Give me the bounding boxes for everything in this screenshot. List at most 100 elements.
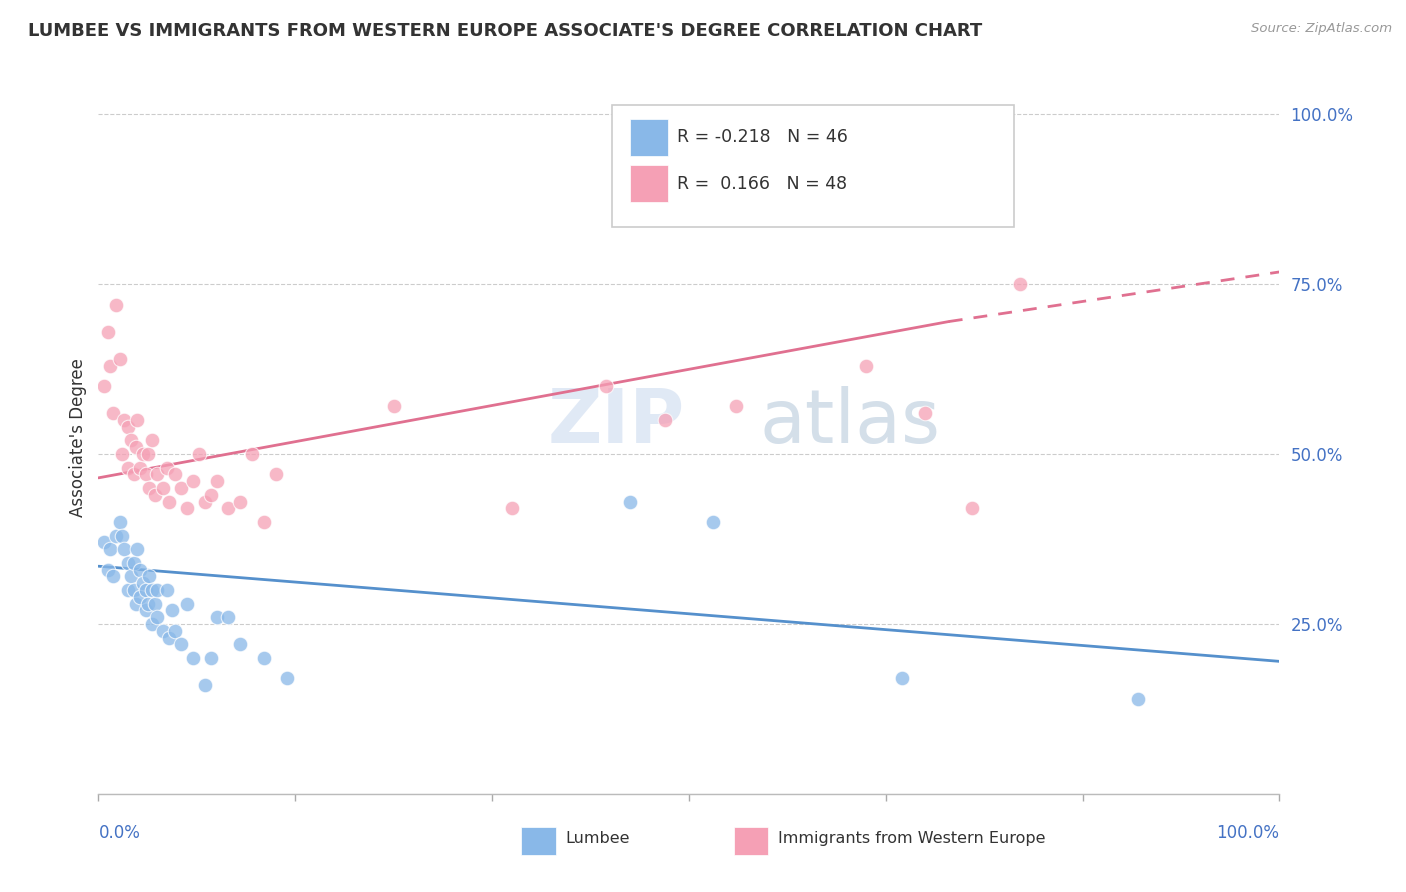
Point [200,488,222,502]
Point [229,494,252,508]
Point [112,413,135,427]
Point [101,406,124,420]
Point [141,617,163,632]
Point [156,460,179,475]
Point [101,569,124,583]
Point [194,494,217,508]
Point [890,671,912,685]
Point [141,582,163,597]
Point [194,678,217,692]
Point [121,569,143,583]
Text: Source: ZipAtlas.com: Source: ZipAtlas.com [1251,22,1392,36]
Point [117,420,139,434]
Point [229,637,252,651]
FancyBboxPatch shape [630,165,668,202]
FancyBboxPatch shape [522,827,555,855]
Point [143,488,166,502]
Text: LUMBEE VS IMMIGRANTS FROM WESTERN EUROPE ASSOCIATE'S DEGREE CORRELATION CHART: LUMBEE VS IMMIGRANTS FROM WESTERN EUROPE… [28,22,983,40]
FancyBboxPatch shape [612,105,1014,227]
Point [135,603,157,617]
Point [127,413,149,427]
Point [128,460,150,475]
Point [176,501,198,516]
Point [108,351,131,366]
Point [152,624,174,638]
Point [146,467,169,482]
Point [702,515,724,529]
Point [136,597,159,611]
Point [108,515,131,529]
Point [141,434,163,448]
Point [132,576,155,591]
Point [181,475,204,489]
Text: 0.0%: 0.0% [98,824,141,842]
Point [962,501,984,516]
Point [619,494,641,508]
Point [725,400,748,414]
Point [501,501,523,516]
Point [170,481,193,495]
Point [157,494,180,508]
Point [117,460,139,475]
Text: ZIP: ZIP [547,386,685,459]
Point [217,501,239,516]
Text: atlas: atlas [759,386,941,459]
Point [253,515,276,529]
Point [98,359,121,373]
Point [914,406,936,420]
Point [105,528,128,542]
Point [105,297,128,311]
Point [128,590,150,604]
Point [122,582,145,597]
Point [187,447,209,461]
Point [122,467,145,482]
Point [938,141,960,155]
Point [253,651,276,665]
Point [128,563,150,577]
Point [138,481,160,495]
Point [595,379,617,393]
Text: R =  0.166   N = 48: R = 0.166 N = 48 [678,175,848,193]
Point [125,440,148,454]
Point [93,535,115,549]
Point [1008,277,1031,292]
Point [97,563,120,577]
Point [127,542,149,557]
Point [1126,691,1149,706]
Point [156,582,179,597]
Point [111,447,134,461]
Point [136,447,159,461]
Point [117,582,139,597]
Point [205,610,228,624]
Point [152,481,174,495]
Point [125,597,148,611]
Point [276,671,298,685]
Point [176,597,198,611]
Point [200,651,222,665]
Point [121,434,143,448]
Point [264,467,287,482]
Point [112,542,135,557]
Point [181,651,204,665]
Point [165,624,187,638]
Point [205,475,228,489]
Point [157,631,180,645]
Point [654,413,676,427]
Text: 100.0%: 100.0% [1216,824,1279,842]
Point [146,582,169,597]
Point [132,447,155,461]
Point [165,467,187,482]
Point [98,542,121,557]
Text: R = -0.218   N = 46: R = -0.218 N = 46 [678,128,848,146]
Text: Lumbee: Lumbee [565,831,630,847]
Point [855,359,877,373]
FancyBboxPatch shape [630,119,668,156]
FancyBboxPatch shape [734,827,768,855]
Point [160,603,183,617]
Point [93,379,115,393]
Point [135,467,157,482]
Point [240,447,263,461]
Y-axis label: Associate's Degree: Associate's Degree [69,358,87,516]
Point [117,556,139,570]
Point [382,400,405,414]
